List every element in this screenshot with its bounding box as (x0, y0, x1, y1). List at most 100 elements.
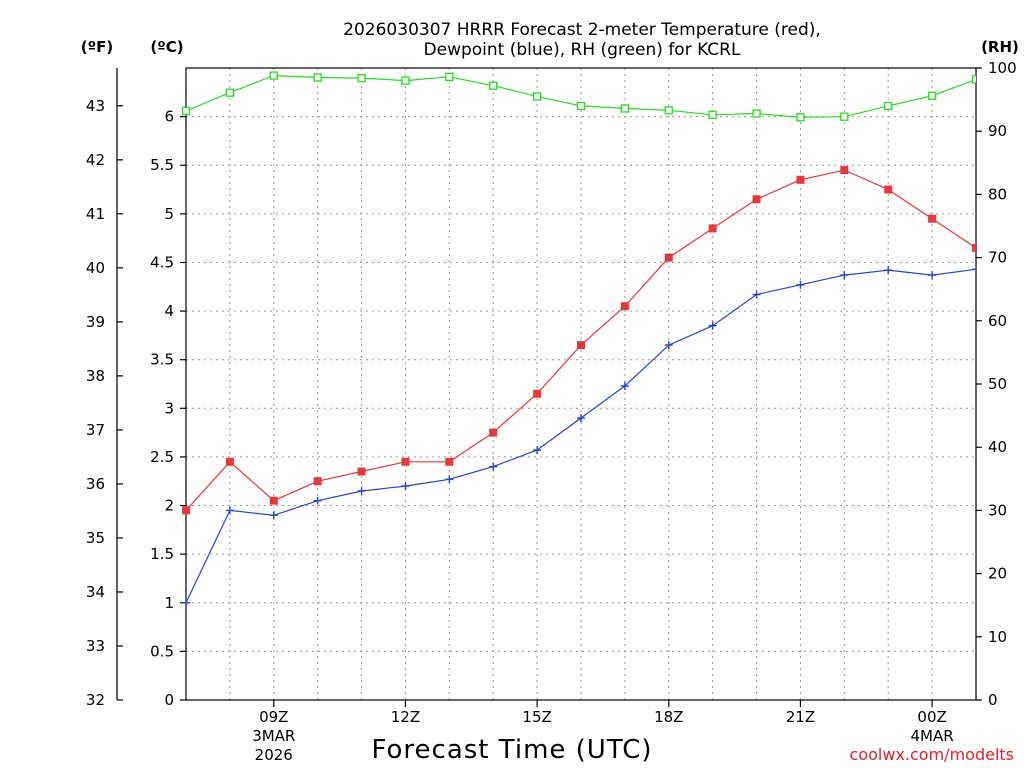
rh-point (489, 81, 498, 90)
axes (116, 67, 982, 707)
rh-tick-label: 80 (988, 185, 1007, 203)
rh-point (313, 73, 322, 82)
dewpoint-point (313, 496, 322, 505)
fahrenheit-tick-label: 32 (86, 691, 105, 709)
rh-point (445, 72, 454, 81)
temperature-point (225, 457, 234, 466)
celsius-tick-label: 3 (164, 399, 174, 417)
credit-link[interactable]: coolwx.com/modelts (850, 745, 1014, 764)
temperature-point (533, 389, 542, 398)
x-tick-date-label: 3MAR (252, 727, 295, 745)
temperature-point (269, 496, 278, 505)
x-tick-label: 21Z (786, 708, 815, 726)
celsius-tick-label: 4 (164, 302, 174, 320)
dewpoint-point (182, 598, 190, 607)
dewpoint-point (357, 486, 366, 495)
rh-point (971, 75, 976, 84)
fahrenheit-unit-label: (ºF) (81, 38, 113, 56)
temperature-point (840, 166, 849, 175)
fahrenheit-tick-label: 41 (86, 205, 105, 223)
dewpoint-point (489, 462, 498, 471)
celsius-tick-label: 0.5 (150, 642, 174, 660)
dewpoint-point (972, 265, 976, 274)
series-dewpoint (182, 265, 976, 607)
celsius-tick-label: 5.5 (150, 156, 174, 174)
rh-tick-label: 100 (988, 59, 1017, 77)
rh-point (225, 88, 235, 97)
rh-point (357, 73, 366, 83)
fahrenheit-tick-label: 35 (86, 529, 105, 547)
temperature-point (445, 457, 454, 466)
tick-labels: 0 0.5 1 1.5 2 2.5 3 3.5 4 4.5 5 5.5 6 32 33 34 35 36 37 38 3… (86, 59, 1017, 764)
temperature-point (664, 253, 673, 262)
temperature-point (577, 341, 585, 350)
celsius-tick-label: 3.5 (150, 351, 174, 369)
rh-point (181, 106, 191, 116)
celsius-unit-label: (ºC) (150, 38, 183, 56)
celsius-tick-label: 0 (164, 691, 174, 709)
temperature-point (884, 185, 893, 194)
temperature-point (357, 467, 366, 476)
dewpoint-point (269, 511, 278, 520)
dewpoint-point (445, 475, 454, 484)
fahrenheit-tick-label: 33 (86, 637, 105, 655)
rh-tick-label: 30 (988, 501, 1007, 519)
rh-tick-label: 50 (988, 375, 1007, 393)
rh-tick-label: 40 (988, 438, 1007, 456)
x-tick-label: 12Z (391, 708, 420, 726)
celsius-tick-label: 1.5 (150, 545, 174, 563)
fahrenheit-tick-label: 43 (86, 97, 105, 115)
x-tick-year-label: 2026 (255, 746, 293, 764)
temperature-point (489, 428, 498, 437)
rh-point (752, 109, 761, 118)
rh-tick-label: 10 (988, 628, 1007, 646)
temperature-point (972, 243, 976, 252)
dewpoint-point (840, 271, 849, 280)
rh-point (927, 91, 937, 100)
dewpoint-point (664, 341, 673, 350)
series-rh (181, 71, 976, 122)
celsius-tick-label: 2.5 (150, 448, 174, 466)
fahrenheit-tick-label: 37 (86, 421, 105, 439)
dewpoint-point (533, 446, 542, 455)
celsius-tick-label: 5 (164, 205, 174, 223)
x-axis-label: Forecast Time (UTC) (371, 735, 652, 765)
rh-point (269, 71, 278, 80)
temperature-point (182, 506, 190, 515)
fahrenheit-tick-label: 38 (86, 367, 105, 385)
x-tick-label: 00Z (917, 708, 946, 726)
fahrenheit-tick-label: 34 (86, 583, 105, 601)
fahrenheit-tick-label: 36 (86, 475, 105, 493)
rh-point (401, 76, 410, 85)
rh-point (576, 101, 586, 111)
rh-tick-label: 0 (988, 691, 998, 709)
celsius-tick-label: 4.5 (150, 253, 174, 271)
data-series (181, 71, 976, 607)
temperature-point (928, 214, 937, 223)
rh-tick-label: 20 (988, 565, 1007, 583)
series-temperature (182, 166, 976, 515)
fahrenheit-tick-label: 42 (86, 151, 105, 169)
temperature-point (752, 195, 761, 204)
fahrenheit-tick-label: 40 (86, 259, 105, 277)
x-tick-date-label: 4MAR (911, 727, 954, 745)
rh-point (532, 92, 542, 101)
rh-point (708, 110, 717, 119)
dewpoint-point (796, 280, 805, 289)
celsius-tick-label: 1 (164, 594, 174, 612)
chart-title-line-1: 2026030307 HRRR Forecast 2-meter Tempera… (343, 20, 821, 40)
dewpoint-point (884, 266, 893, 275)
x-tick-label: 09Z (259, 708, 288, 726)
dewpoint-point (928, 271, 937, 280)
dewpoint-point (401, 482, 410, 491)
rh-point (884, 101, 893, 111)
celsius-tick-label: 2 (164, 497, 174, 515)
rh-tick-label: 90 (988, 122, 1007, 140)
rh-point (664, 106, 673, 115)
celsius-tick-label: 6 (164, 108, 174, 126)
temperature-point (796, 175, 805, 184)
dewpoint-point (708, 321, 717, 330)
dewpoint-point (752, 290, 761, 299)
chart-title-line-2: Dewpoint (blue), RH (green) for KCRL (424, 40, 741, 60)
